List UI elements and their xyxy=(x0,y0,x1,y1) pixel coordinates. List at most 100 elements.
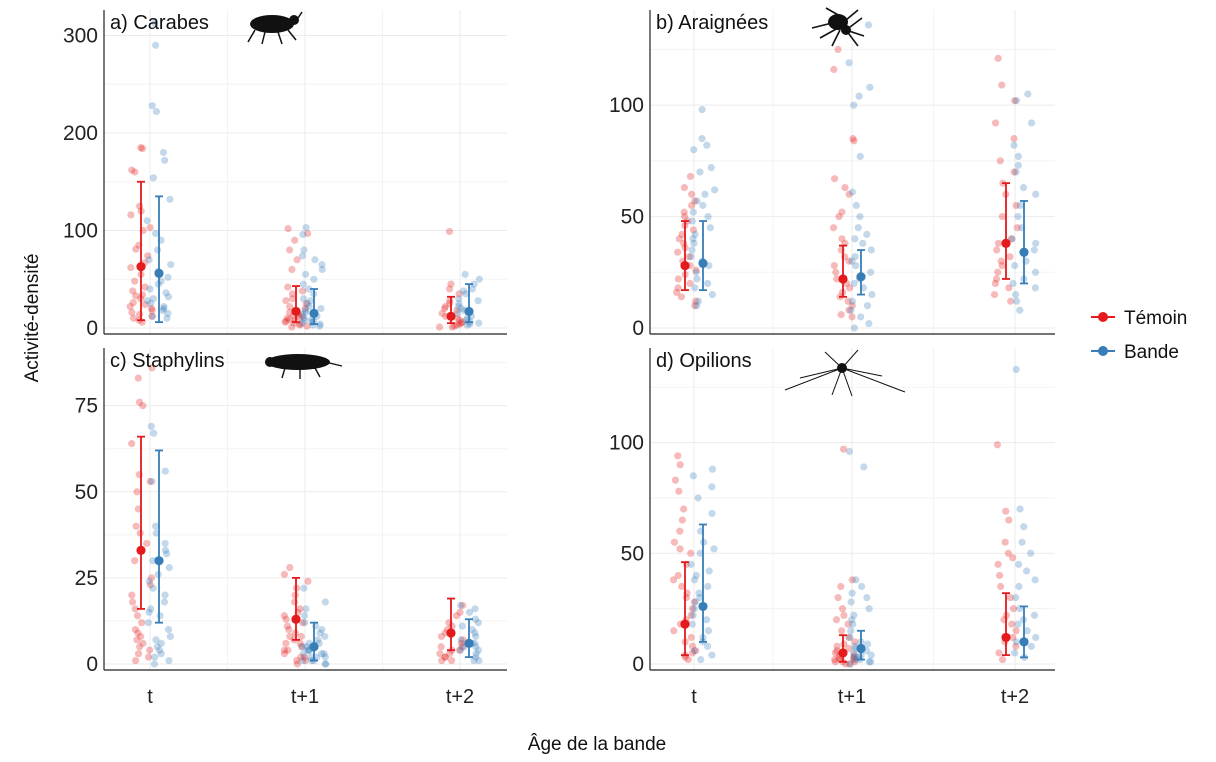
data-point-temoin xyxy=(841,184,849,192)
data-point-temoin xyxy=(448,323,456,331)
data-point-bande xyxy=(698,106,706,114)
data-point-bande xyxy=(160,302,168,311)
data-point-temoin xyxy=(830,65,838,74)
data-point-temoin xyxy=(674,571,682,580)
data-point-bande xyxy=(459,287,468,295)
data-point-bande xyxy=(457,304,466,313)
data-point-bande xyxy=(151,41,160,49)
data-point-temoin xyxy=(1005,516,1013,524)
data-point-temoin xyxy=(1012,642,1020,650)
data-point-bande xyxy=(164,309,172,317)
panel-grid xyxy=(650,348,1055,670)
panel-staphylins: 0 25 50 75 t t+1 t+2 c) Staphylins xyxy=(75,348,507,708)
data-point-temoin xyxy=(132,245,140,253)
data-point-bande xyxy=(1031,268,1040,276)
data-point-temoin xyxy=(675,235,683,243)
data-point-bande xyxy=(703,141,711,149)
data-point-temoin xyxy=(147,304,156,313)
rove-beetle-leg xyxy=(281,367,286,379)
data-point-temoin xyxy=(131,625,140,634)
panel-carabes: 0 100 200 300 a) Carabes xyxy=(63,10,507,340)
data-point-bande xyxy=(864,640,872,648)
data-point-bande xyxy=(708,290,717,299)
panel-title: c) Staphylins xyxy=(110,350,225,372)
data-point-bande xyxy=(461,270,469,278)
data-point-temoin xyxy=(688,190,696,198)
data-point-temoin xyxy=(291,236,299,244)
data-point-bande xyxy=(848,257,856,265)
legend-label-bande: Bande xyxy=(1124,342,1179,363)
data-point-bande xyxy=(694,297,702,305)
data-point-bande xyxy=(302,308,310,316)
data-point-temoin xyxy=(288,265,296,274)
data-point-bande xyxy=(698,134,706,143)
data-point-bande xyxy=(1024,90,1032,98)
data-point-bande xyxy=(167,261,175,269)
data-point-temoin xyxy=(280,612,288,620)
data-point-temoin xyxy=(680,184,688,192)
data-point-bande xyxy=(850,324,858,332)
y-tick-label: 100 xyxy=(609,432,644,455)
mean-point xyxy=(136,545,146,555)
spider-leg xyxy=(811,21,837,29)
data-point-bande xyxy=(472,643,480,651)
data-point-temoin xyxy=(133,612,142,620)
data-point-bande xyxy=(316,320,324,328)
data-point-temoin xyxy=(850,651,859,659)
data-point-temoin xyxy=(447,656,456,665)
data-point-bande xyxy=(1027,119,1036,127)
data-point-bande xyxy=(300,612,309,620)
data-point-bande xyxy=(864,21,873,29)
data-point-temoin xyxy=(146,646,154,654)
data-point-temoin xyxy=(132,292,140,300)
data-point-bande xyxy=(145,256,153,264)
data-point-temoin xyxy=(688,605,697,613)
data-point-bande xyxy=(298,643,306,651)
data-point-temoin xyxy=(288,290,297,298)
data-point-bande xyxy=(462,290,470,298)
panel-grid xyxy=(650,10,1055,334)
data-point-temoin xyxy=(141,283,149,291)
data-point-bande xyxy=(1027,549,1035,557)
data-point-bande xyxy=(457,636,465,644)
data-point-temoin xyxy=(678,230,686,238)
data-point-bande xyxy=(851,235,859,243)
data-point-temoin xyxy=(838,235,846,243)
data-point-temoin xyxy=(680,208,688,216)
data-point-temoin xyxy=(687,633,695,642)
data-point-bande xyxy=(468,625,476,634)
y-tick-label: 50 xyxy=(621,542,644,565)
data-point-bande xyxy=(857,313,865,321)
data-point-temoin xyxy=(297,632,305,641)
data-point-temoin xyxy=(850,655,858,664)
data-point-temoin xyxy=(686,279,694,288)
spider-leg xyxy=(845,9,859,21)
mean-point xyxy=(838,274,848,284)
data-point-temoin xyxy=(691,302,699,310)
data-point-bande xyxy=(851,253,859,261)
data-point-temoin xyxy=(455,646,464,654)
data-point-temoin xyxy=(994,239,1003,247)
data-point-temoin xyxy=(131,605,139,613)
data-point-temoin xyxy=(132,522,140,530)
data-point-temoin xyxy=(139,639,147,647)
data-point-bande xyxy=(1015,560,1023,568)
data-point-temoin xyxy=(298,287,307,295)
data-point-temoin xyxy=(998,655,1007,664)
data-point-bande xyxy=(865,319,873,328)
data-point-temoin xyxy=(280,570,289,579)
data-point-bande xyxy=(162,289,170,297)
beetle-head xyxy=(289,15,299,25)
data-point-temoin xyxy=(1010,134,1018,143)
data-point-bande xyxy=(702,616,711,624)
data-point-temoin xyxy=(833,642,841,650)
data-point-temoin xyxy=(137,144,145,152)
data-point-bande xyxy=(143,297,152,305)
data-point-bande xyxy=(458,622,466,630)
data-point-temoin xyxy=(282,639,290,647)
legend-item-temoin: Témoin xyxy=(1091,308,1187,329)
data-point-temoin xyxy=(1012,627,1020,635)
data-point-temoin xyxy=(304,577,312,585)
data-point-temoin xyxy=(692,647,700,655)
data-point-bande xyxy=(1018,538,1026,546)
